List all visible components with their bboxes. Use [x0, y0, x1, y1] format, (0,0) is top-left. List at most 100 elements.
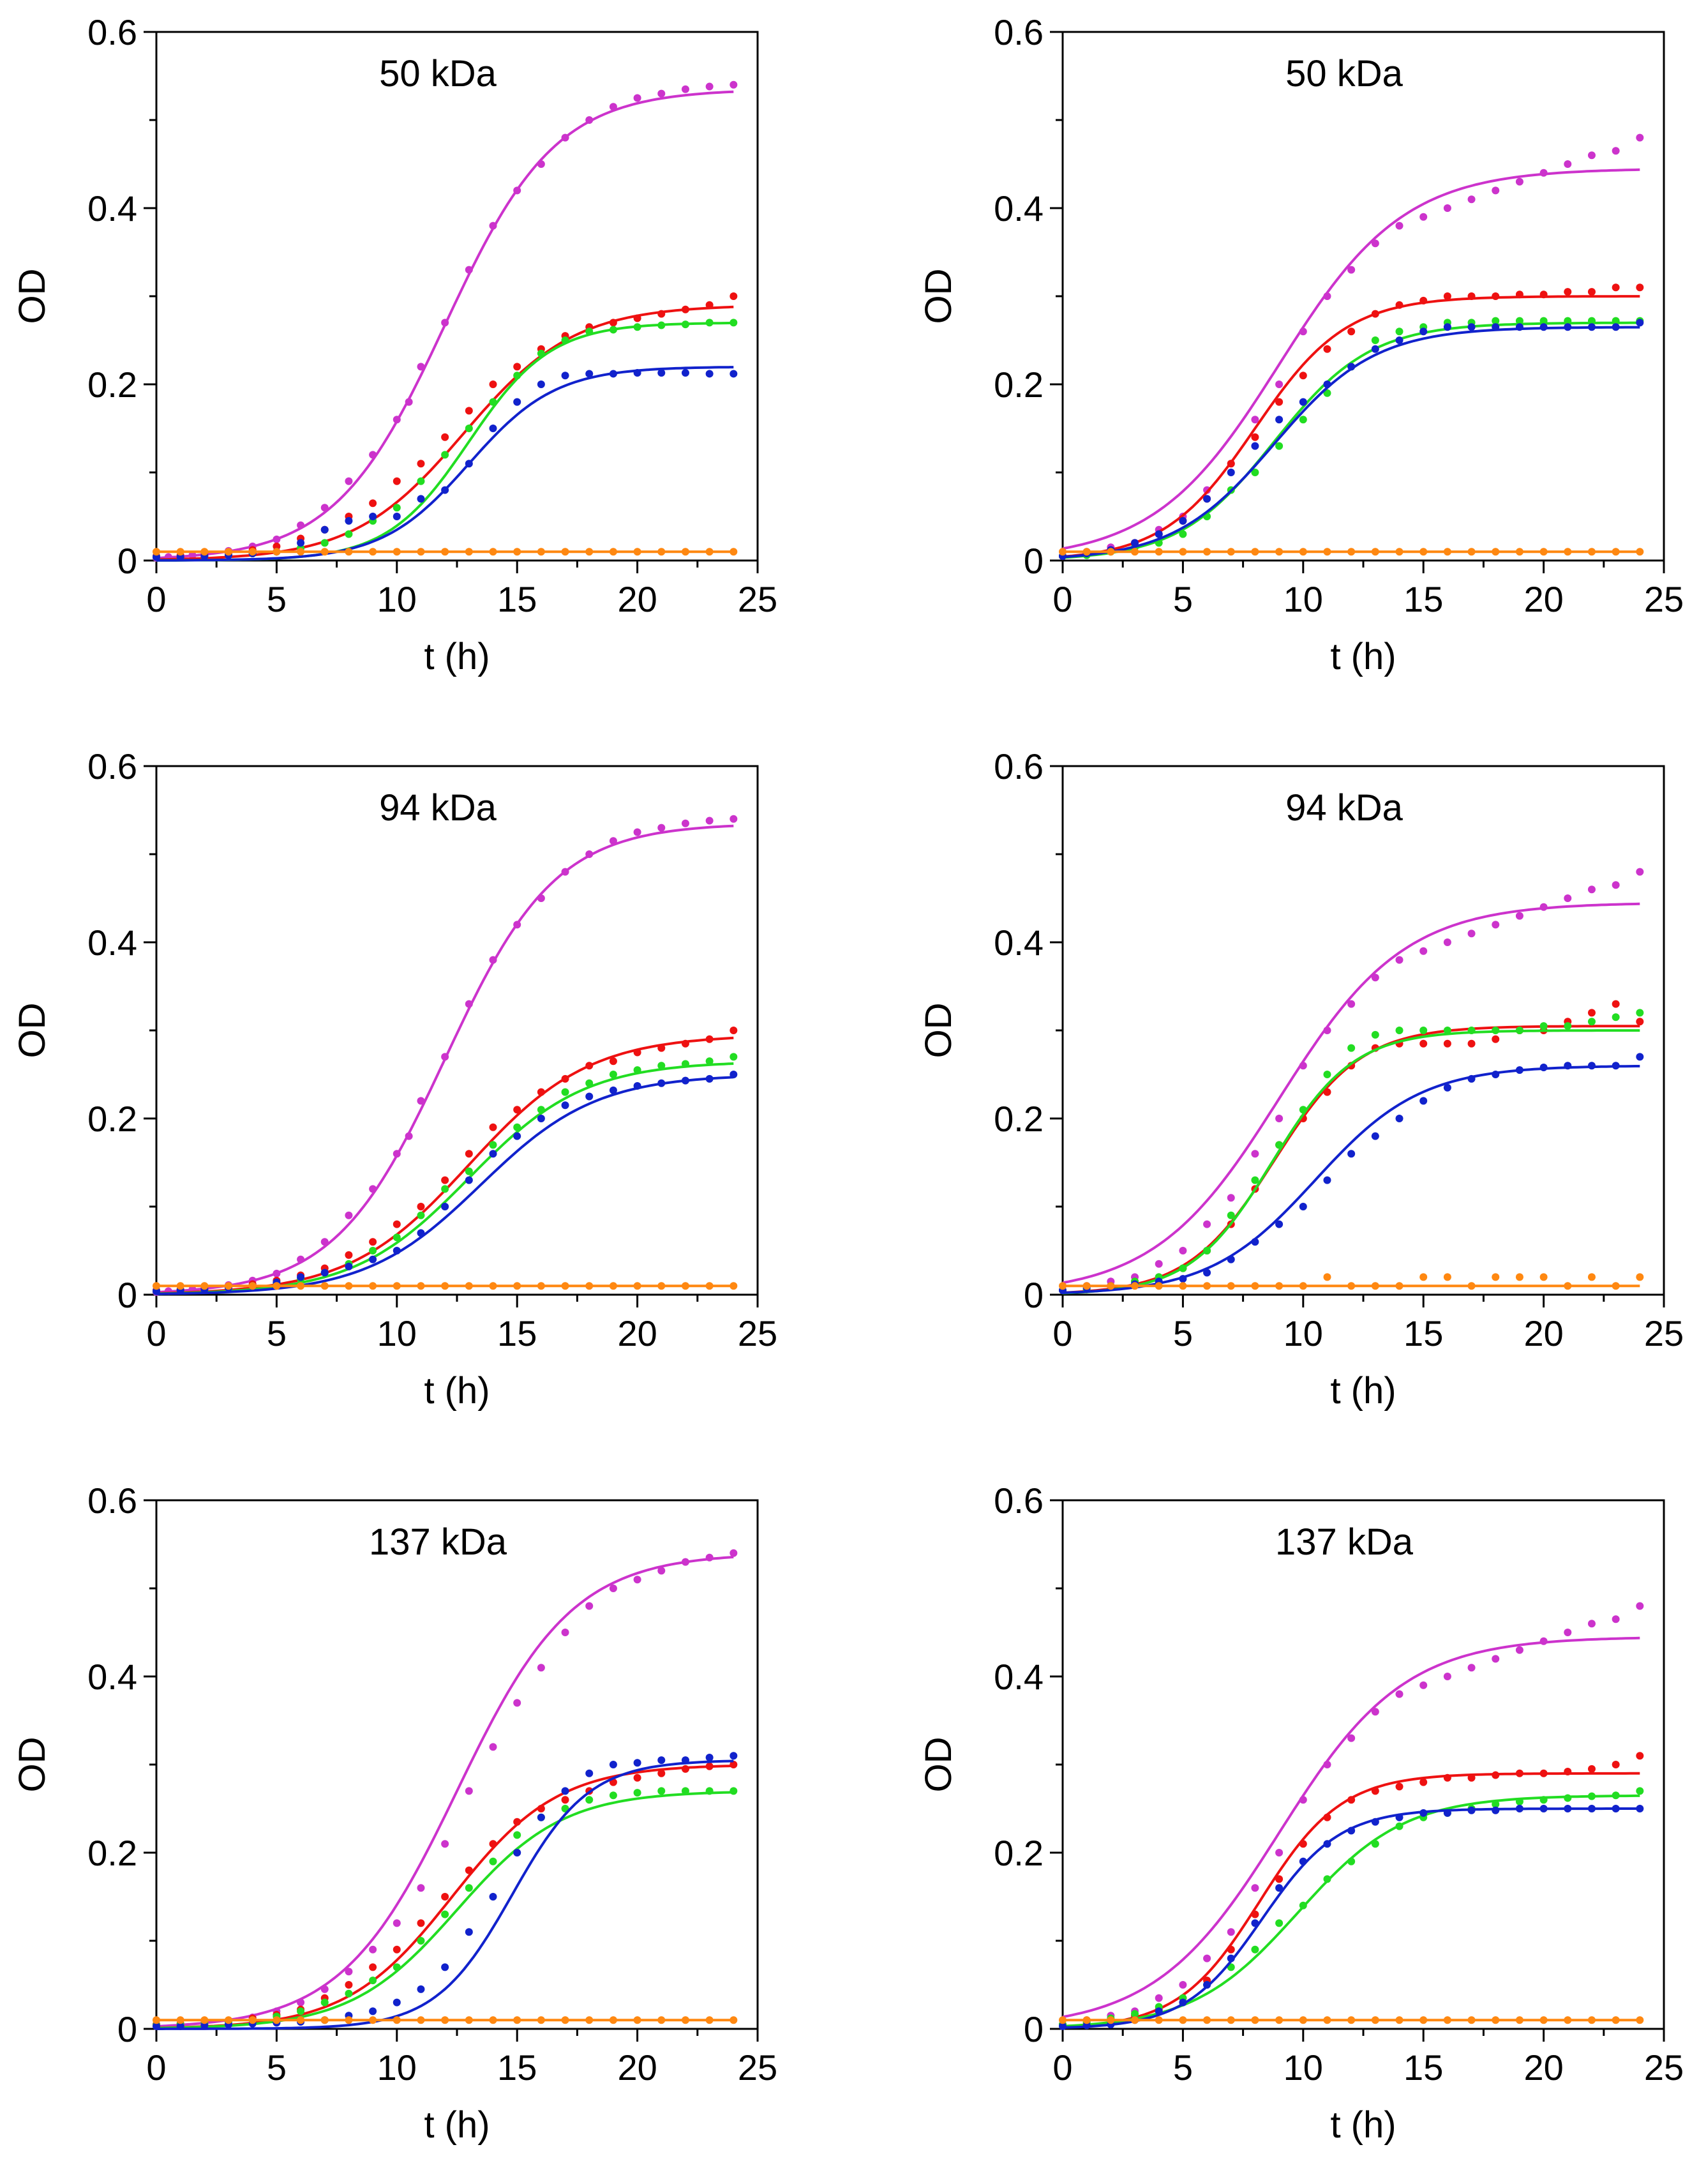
- panel-4: 0 5 10 15 20 25 0 0.2 0.4 0.6 t (h) OD 94 kDa: [918, 746, 1684, 1412]
- data-point-green: [1636, 1787, 1644, 1795]
- panel-3: 0 5 10 15 20 25 0 0.2 0.4 0.6 t (h) OD 94 kDa: [11, 746, 777, 1412]
- data-point-orange: [1347, 548, 1356, 556]
- data-point-blue: [705, 1074, 714, 1083]
- data-point-blue: [393, 513, 401, 520]
- series-magenta: [153, 815, 738, 1296]
- data-point-red: [633, 314, 641, 322]
- data-point-blue: [1492, 1806, 1500, 1814]
- data-point-orange: [1059, 548, 1067, 556]
- data-point-green: [1515, 1797, 1523, 1805]
- data-point-blue: [441, 1203, 449, 1210]
- panel-6: 0 5 10 15 20 25 0 0.2 0.4 0.6 t (h) OD 137 kDa: [918, 1480, 1684, 2146]
- data-point-orange: [273, 2016, 281, 2024]
- data-point-green: [1443, 1027, 1451, 1034]
- data-point-magenta: [585, 1602, 594, 1610]
- data-point-orange: [297, 2016, 305, 2024]
- y-tick-label: 0.6: [87, 1480, 137, 1521]
- data-point-magenta: [1587, 151, 1596, 160]
- data-point-magenta: [369, 451, 377, 459]
- data-point-orange: [1371, 2016, 1379, 2024]
- data-point-green: [417, 1211, 425, 1219]
- data-point-blue: [489, 425, 497, 432]
- data-point-blue: [1636, 1053, 1644, 1061]
- data-point-blue: [1323, 380, 1331, 388]
- data-point-magenta: [1347, 1000, 1356, 1008]
- data-point-blue: [1395, 1813, 1403, 1821]
- data-point-magenta: [1419, 213, 1428, 221]
- data-point-orange: [1443, 2016, 1451, 2024]
- y-tick-label: 0.2: [87, 365, 137, 405]
- data-point-magenta: [417, 1097, 425, 1105]
- data-point-red: [1539, 1769, 1548, 1777]
- data-point-orange: [153, 1282, 160, 1290]
- data-point-red: [633, 1048, 641, 1057]
- data-point-orange: [537, 1282, 545, 1290]
- x-tick-label: 25: [1644, 2047, 1684, 2088]
- series-orange: [153, 548, 738, 556]
- data-point-magenta: [1539, 169, 1548, 177]
- data-point-magenta: [1443, 204, 1451, 212]
- data-point-green: [1131, 2010, 1139, 2018]
- data-point-magenta: [1467, 195, 1476, 204]
- data-point-blue: [705, 370, 714, 378]
- data-point-blue: [1443, 323, 1451, 331]
- x-tick-label: 0: [1052, 1313, 1072, 1353]
- data-point-orange: [1203, 548, 1211, 556]
- data-point-blue: [176, 553, 184, 561]
- data-point-red: [273, 542, 281, 550]
- series-orange: [1059, 548, 1644, 556]
- data-point-green: [585, 328, 594, 336]
- data-point-green: [1587, 1018, 1596, 1026]
- data-point-orange: [369, 2016, 377, 2024]
- x-tick-label: 25: [738, 2047, 777, 2088]
- data-point-blue: [153, 1287, 160, 1295]
- data-point-blue: [153, 553, 160, 561]
- data-point-orange: [441, 1282, 449, 1290]
- series-orange: [1059, 1273, 1644, 1290]
- data-point-red: [657, 1769, 666, 1777]
- y-tick-label: 0.4: [994, 923, 1044, 963]
- data-point-green: [489, 398, 497, 406]
- data-point-green: [609, 1791, 617, 1800]
- data-point-blue: [609, 1086, 617, 1094]
- data-point-orange: [225, 2016, 233, 2024]
- data-point-blue: [1492, 323, 1500, 331]
- data-point-blue: [1564, 323, 1572, 331]
- data-point-blue: [1059, 2022, 1067, 2030]
- data-point-orange: [320, 2016, 329, 2024]
- data-point-orange: [1492, 548, 1500, 556]
- data-point-blue: [1179, 1275, 1187, 1283]
- data-point-blue: [1587, 1062, 1596, 1070]
- data-point-orange: [200, 1282, 209, 1290]
- data-point-orange: [1107, 2016, 1115, 2024]
- y-tick-label: 0.6: [994, 1480, 1044, 1521]
- data-point-blue: [320, 525, 329, 534]
- panel-title: 94 kDa: [379, 787, 497, 829]
- data-point-orange: [561, 1282, 569, 1290]
- x-tick-label: 5: [1173, 579, 1193, 619]
- data-point-magenta: [609, 1585, 617, 1592]
- data-point-red: [1419, 1039, 1428, 1048]
- data-point-red: [1275, 398, 1284, 406]
- data-point-orange: [248, 1282, 257, 1290]
- data-point-magenta: [441, 1053, 449, 1061]
- data-point-orange: [417, 1282, 425, 1290]
- data-point-red: [730, 1027, 738, 1034]
- data-point-blue: [417, 1229, 425, 1237]
- data-point-magenta: [1323, 1761, 1331, 1768]
- x-axis-title: t (h): [424, 636, 490, 677]
- data-point-blue: [1299, 1203, 1307, 1210]
- data-point-orange: [513, 1282, 521, 1290]
- data-point-green: [657, 321, 666, 329]
- data-point-orange: [1515, 2016, 1523, 2024]
- data-point-orange: [369, 548, 377, 556]
- data-point-magenta: [1203, 1220, 1211, 1228]
- y-tick-label: 0.2: [87, 1099, 137, 1139]
- x-tick-label: 10: [1284, 2047, 1323, 2088]
- data-point-green: [393, 1233, 401, 1242]
- data-point-magenta: [609, 837, 617, 845]
- data-point-orange: [681, 2016, 689, 2024]
- x-tick-label: 15: [497, 2047, 537, 2088]
- data-point-green: [681, 1787, 689, 1795]
- y-tick-label: 0: [1024, 2009, 1044, 2049]
